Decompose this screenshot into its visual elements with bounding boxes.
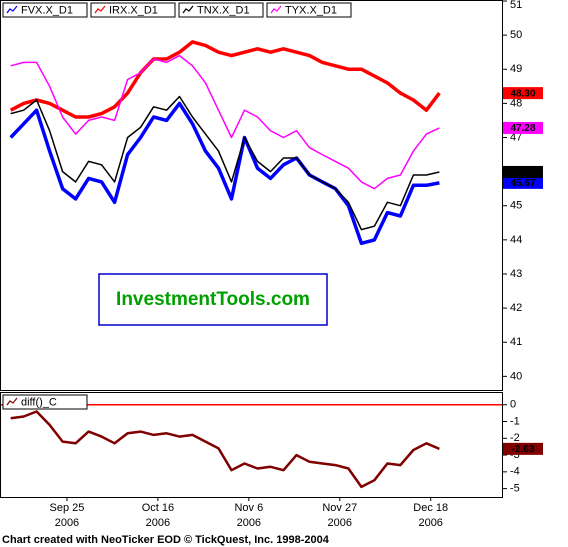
y-tick-label: 49 (510, 63, 522, 75)
legend-label: IRX.X_D1 (109, 4, 158, 16)
series-line (9, 101, 440, 246)
y-tick-label: 48 (510, 97, 522, 109)
legend-icon (94, 5, 106, 14)
legend-label: diff()_C (21, 396, 57, 408)
x-tick-label: Nov 27 (322, 502, 357, 514)
x-tick-year: 2006 (418, 517, 442, 529)
y-tick-label: 47 (510, 131, 522, 143)
y-tick-label: 50 (510, 29, 522, 41)
y-tick-label: 44 (510, 234, 522, 246)
y-tick-label: 41 (510, 336, 522, 348)
series-line (10, 410, 440, 489)
legend-label: FVX.X_D1 (21, 4, 73, 16)
last-value-tag (503, 165, 543, 178)
x-tick-year: 2006 (146, 517, 170, 529)
legend-icon (6, 397, 18, 406)
last-value-tag (503, 121, 543, 134)
footer: Chart created with NeoTicker EOD © TickQ… (2, 534, 330, 546)
y-tick-label: 51 (510, 0, 522, 11)
x-tick-year: 2006 (237, 517, 261, 529)
last-value-tag (503, 176, 543, 189)
last-value-tag (503, 87, 543, 100)
last-value-tag (503, 442, 543, 455)
series-line (10, 54, 440, 190)
lower-panel (0, 392, 503, 498)
y-tick-label: -3 (510, 449, 520, 461)
legend-box (90, 2, 176, 18)
y-tick-label: 45 (510, 200, 522, 212)
plot-area (9, 40, 441, 246)
last-value-label: 48.30 (510, 88, 535, 99)
legend-box (2, 394, 88, 410)
series-line (9, 40, 441, 119)
legend-box (178, 2, 264, 18)
x-tick-label: Nov 6 (234, 502, 263, 514)
last-value-label: 45.67 (510, 178, 535, 189)
legend-label: TNX.X_D1 (197, 4, 250, 16)
plot-area (10, 410, 440, 489)
watermark-box (98, 273, 328, 326)
watermark: InvestmentTools.com (116, 289, 310, 310)
last-value-label: 45.99 (510, 167, 535, 178)
x-tick-label: Sep 25 (50, 502, 85, 514)
y-tick-label: -2 (510, 432, 520, 444)
legend-box (2, 2, 88, 18)
last-value-label: 47.28 (510, 123, 535, 134)
legend-icon (6, 5, 18, 14)
y-tick-label: -1 (510, 415, 520, 427)
x-tick-year: 2006 (328, 517, 352, 529)
y-tick-label: -4 (510, 466, 520, 478)
x-tick-label: Dec 18 (413, 502, 448, 514)
last-value-label: -2.63 (512, 444, 535, 455)
x-tick-label: Oct 16 (142, 502, 174, 514)
legend-label: TYX.X_D1 (285, 4, 337, 16)
y-tick-label: -5 (510, 483, 520, 495)
y-tick-label: 42 (510, 302, 522, 314)
legend-icon (182, 5, 194, 14)
y-tick-label: 40 (510, 370, 522, 382)
y-tick-label: 43 (510, 268, 522, 280)
series-line (10, 95, 440, 231)
x-tick-year: 2006 (55, 517, 79, 529)
legend-box (266, 2, 352, 18)
legend-icon (270, 5, 282, 14)
y-tick-label: 0 (510, 399, 516, 411)
